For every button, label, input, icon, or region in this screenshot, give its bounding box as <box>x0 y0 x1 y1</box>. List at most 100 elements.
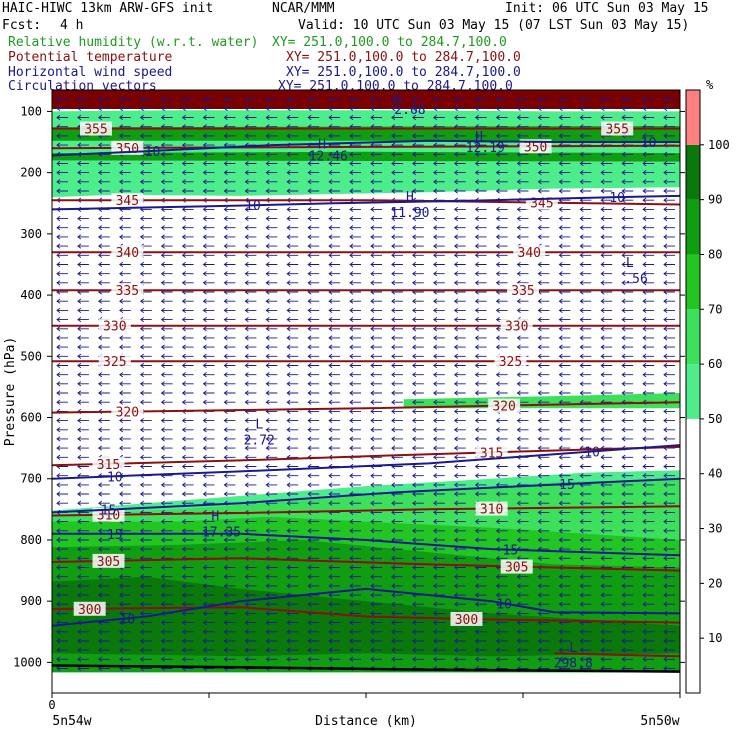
colorbar-label: 20 <box>708 576 722 590</box>
wind-vector <box>181 629 194 635</box>
wind-vector <box>181 344 194 350</box>
wind-vector <box>181 574 194 580</box>
wind-vector <box>56 390 68 396</box>
theta-label-350: 350 <box>116 142 139 157</box>
wind-vector <box>600 555 613 561</box>
wind-vector <box>160 252 173 258</box>
wind-vector <box>56 179 68 185</box>
wind-vector <box>433 436 445 442</box>
wind-vector <box>160 326 173 332</box>
wind-vector <box>307 418 320 424</box>
wind-vector <box>453 216 466 222</box>
wind-vector <box>119 500 131 506</box>
wind-label-10: 10 <box>107 470 123 485</box>
wind-vector <box>642 114 655 121</box>
wind-vector <box>370 326 382 332</box>
wind-vector <box>579 519 592 525</box>
wind-vector <box>328 298 341 304</box>
wind-vector <box>181 216 194 222</box>
wind-vector <box>370 408 382 414</box>
wind-vector <box>663 151 675 157</box>
wind-vector <box>349 647 361 653</box>
wind-vector <box>370 564 382 571</box>
wind-vector <box>474 592 487 598</box>
wind-vector <box>537 629 550 635</box>
wind-vector <box>600 225 613 231</box>
wind-vector <box>202 574 215 580</box>
wind-vector <box>77 271 89 277</box>
wind-vector <box>181 564 194 571</box>
wind-vector <box>349 252 361 258</box>
wind-vector <box>139 574 152 580</box>
wind-vector <box>286 344 299 350</box>
wind-vector <box>56 362 68 369</box>
wind-vector <box>286 151 299 157</box>
wind-vector <box>516 500 529 506</box>
wind-vector <box>537 509 550 515</box>
wind-vector <box>160 390 173 396</box>
wind-vector <box>244 519 257 525</box>
wind-vector <box>307 298 320 304</box>
wind-vector <box>516 114 529 121</box>
wind-vector <box>223 344 236 350</box>
wind-vector <box>98 381 110 387</box>
colorbar-swatch <box>686 364 700 419</box>
wind-vector <box>433 564 445 571</box>
theta-contour-320 <box>52 401 680 414</box>
wind-vector <box>202 620 215 626</box>
wind-vector <box>244 243 257 249</box>
wind-vector <box>433 583 445 589</box>
forecast-label: Fcst: <box>2 18 42 33</box>
wind-vector <box>391 390 403 396</box>
wind-vector <box>307 399 320 405</box>
wind-vector <box>474 427 487 433</box>
wind-vector <box>663 454 675 460</box>
wind-vector <box>474 399 487 405</box>
wind-vector <box>307 519 320 525</box>
theta-label-bg <box>450 611 483 626</box>
wind-vector <box>160 335 173 341</box>
wind-vector <box>474 114 487 121</box>
wind-vector <box>558 390 571 396</box>
wind-vector <box>537 381 550 387</box>
wind-vector <box>160 537 173 543</box>
wind-vector <box>495 96 508 102</box>
wind-vector <box>370 188 382 194</box>
wind-vector <box>453 206 466 212</box>
wind-vector <box>139 114 152 121</box>
wind-vector <box>474 188 487 194</box>
wind-vector <box>286 335 299 341</box>
wind-vector <box>119 638 131 644</box>
wind-vector <box>642 335 655 341</box>
wind-vector <box>600 280 613 286</box>
wind-vector <box>286 564 299 571</box>
wind-vector <box>202 252 215 258</box>
wind-vector <box>139 170 152 176</box>
wind-vector <box>56 454 68 460</box>
wind-vector <box>328 179 341 185</box>
wind-vector <box>537 179 550 185</box>
wind-vector <box>474 234 487 240</box>
wind-vector <box>307 170 320 176</box>
wind-vector <box>516 307 529 313</box>
wind-vector <box>202 261 215 268</box>
wind-vector <box>286 473 299 479</box>
wind-vector <box>181 546 194 552</box>
wind-vector <box>286 500 299 506</box>
wind-vector <box>537 473 550 479</box>
wind-vector <box>56 344 68 350</box>
wind-vector <box>265 436 278 442</box>
wind-vector <box>600 592 613 598</box>
wind-vector <box>286 528 299 534</box>
wind-vector <box>202 216 215 222</box>
wind-vector <box>663 528 675 534</box>
wind-vector <box>98 243 110 249</box>
wind-vector <box>600 381 613 387</box>
wind-vector <box>453 307 466 313</box>
valid-time: Valid: 10 UTC Sun 03 May 15 (07 LST Sun … <box>298 18 690 33</box>
wind-vector <box>412 372 424 378</box>
wind-vector <box>223 243 236 249</box>
wind-vector <box>621 307 634 313</box>
wind-vector <box>56 436 68 442</box>
wind-vector <box>433 390 445 396</box>
